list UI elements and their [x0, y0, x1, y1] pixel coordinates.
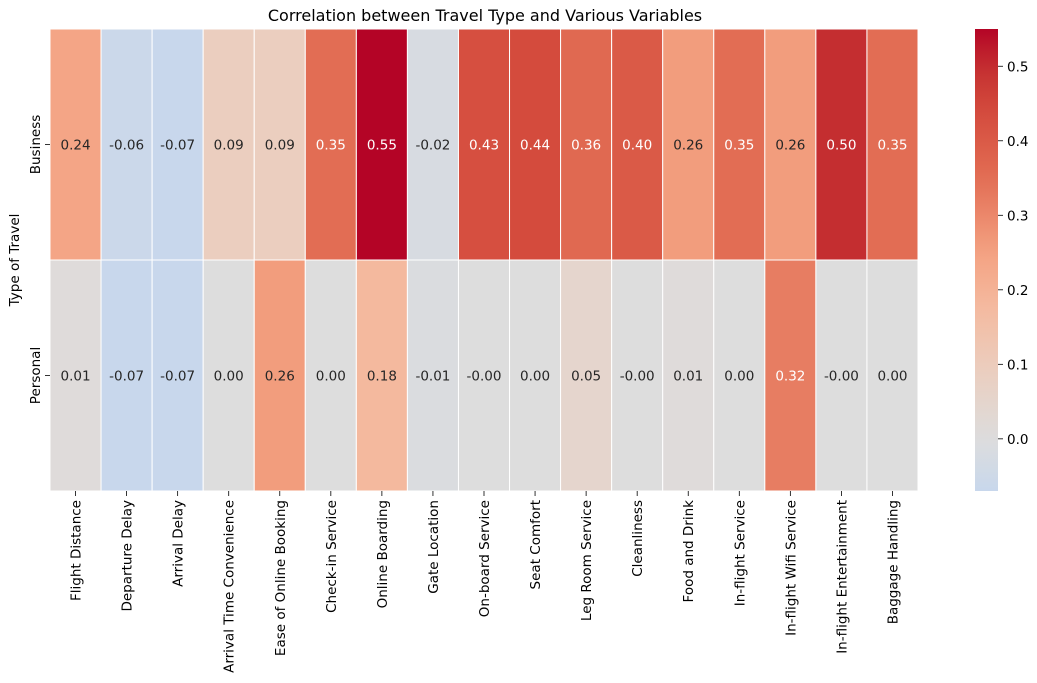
heatmap-cell	[611, 259, 664, 492]
heatmap-cell-label: 0.44	[520, 138, 550, 154]
heatmap-cell-label: -0.07	[109, 369, 144, 385]
heatmap-cell	[406, 28, 459, 261]
colorbar-tick-label: 0.1	[1007, 357, 1028, 373]
heatmap-cell	[151, 259, 204, 492]
colorbar-tick-label: 0.4	[1007, 134, 1028, 150]
heatmap-cell	[304, 259, 357, 492]
x-tick-label: Gate Location	[426, 500, 442, 594]
y-axis-label: Type of Travel	[7, 214, 23, 308]
heatmap-cell-label: -0.06	[109, 138, 144, 154]
x-axis-ticks: Flight Distance Departure Delay Arrival De…	[69, 491, 901, 673]
heatmap-cell-label: 0.09	[265, 138, 295, 154]
heatmap-cell-label: -0.02	[415, 138, 450, 154]
heatmap-cell	[304, 28, 357, 261]
heatmap-cell-label: 0.09	[214, 138, 244, 154]
heatmap-cell-label: 0.00	[214, 369, 244, 385]
x-tick-label: Check-in Service	[324, 500, 340, 613]
colorbar-ticks: 0.0 0.1 0.2 0.3 0.4 0.5	[998, 59, 1028, 448]
heatmap-cell	[611, 28, 664, 261]
colorbar-tick-label: 0.5	[1007, 59, 1028, 75]
heatmap-cell-label: 0.26	[673, 138, 703, 154]
heatmap-cell-label: 0.00	[877, 369, 907, 385]
heatmap-cell	[560, 259, 613, 492]
heatmap-cell-label: 0.24	[60, 138, 90, 154]
x-tick-label: On-board Service	[477, 500, 493, 617]
x-tick-label: Seat Comfort	[528, 500, 544, 589]
x-tick-label: Departure Delay	[120, 500, 136, 612]
heatmap-cell-label: 0.26	[775, 138, 805, 154]
heatmap-cell	[202, 28, 255, 261]
heatmap-cell-label: -0.07	[160, 138, 195, 154]
heatmap-cell-labels: 0.24 -0.06 -0.07 0.09 0.09 0.35 0.55 -0.02 0.43 0…	[60, 138, 907, 385]
heatmap-cell-label: 0.36	[571, 138, 601, 154]
heatmap-cell-label: 0.35	[877, 138, 907, 154]
heatmap-cell	[49, 28, 102, 261]
y-tick-label: Personal	[28, 347, 44, 404]
heatmap-cell-label: 0.05	[571, 369, 601, 385]
heatmap-cell	[151, 28, 204, 261]
heatmap-cell	[253, 28, 306, 261]
heatmap-cell-label: 0.40	[622, 138, 652, 154]
heatmap-cell	[713, 259, 766, 492]
x-tick-label: Leg Room Service	[579, 500, 595, 621]
heatmap-cell-label: 0.00	[724, 369, 754, 385]
heatmap-cell-label: 0.35	[724, 138, 754, 154]
heatmap-cell-label: 0.00	[520, 369, 550, 385]
heatmap-cell	[815, 28, 868, 261]
x-tick-label: In-flight Service	[732, 500, 748, 606]
heatmap-cell-label: -0.00	[824, 369, 859, 385]
colorbar-tick-label: 0.0	[1007, 432, 1028, 448]
heatmap-cell-label: -0.01	[415, 369, 450, 385]
heatmap-cell-label: 0.32	[775, 369, 805, 385]
heatmap-cell-label: 0.55	[367, 138, 397, 154]
colorbar-tick-label: 0.2	[1007, 283, 1028, 299]
x-tick-label: Arrival Time Convenience	[222, 500, 238, 673]
x-tick-label: Arrival Delay	[171, 500, 187, 587]
heatmap-cell	[100, 259, 153, 492]
heatmap-cell-label: 0.35	[316, 138, 346, 154]
heatmap-cell	[100, 28, 153, 261]
heatmap-cell-label: 0.50	[826, 138, 856, 154]
heatmap-cell	[509, 28, 562, 261]
heatmap-cell-label: 0.43	[469, 138, 499, 154]
x-tick-label: Ease of Online Booking	[273, 500, 289, 656]
heatmap-cell-label: 0.01	[60, 369, 90, 385]
heatmap-cell-label: -0.07	[160, 369, 195, 385]
colorbar-tick-label: 0.3	[1007, 208, 1028, 224]
heatmap-cell	[253, 259, 306, 492]
x-tick-label: Flight Distance	[69, 500, 85, 601]
heatmap-cell	[866, 28, 919, 261]
heatmap-cell	[202, 259, 255, 492]
y-tick-label: Business	[28, 115, 44, 175]
chart-title: Correlation between Travel Type and Vari…	[268, 6, 702, 25]
heatmap-cell-label: -0.00	[467, 369, 502, 385]
heatmap-cell-label: 0.26	[265, 369, 295, 385]
heatmap-cell	[662, 28, 715, 261]
x-tick-label: Baggage Handling	[885, 500, 901, 624]
heatmap-cell-label: 0.00	[316, 369, 346, 385]
x-tick-label: In-flight Wifi Service	[783, 500, 799, 636]
heatmap-cells	[49, 28, 919, 492]
heatmap-cell	[713, 28, 766, 261]
colorbar	[975, 29, 998, 491]
x-tick-label: Cleanliness	[630, 500, 646, 577]
heatmap-cell-label: 0.18	[367, 369, 397, 385]
heatmap-cell	[406, 259, 459, 492]
heatmap-cell-label: 0.01	[673, 369, 703, 385]
x-tick-label: In-flight Entertainment	[834, 500, 850, 654]
x-tick-label: Online Boarding	[375, 500, 391, 608]
heatmap-cell	[509, 259, 562, 492]
heatmap-cell-label: -0.00	[620, 369, 655, 385]
x-tick-label: Food and Drink	[681, 500, 697, 603]
y-axis-ticks: Business Personal	[28, 115, 50, 404]
